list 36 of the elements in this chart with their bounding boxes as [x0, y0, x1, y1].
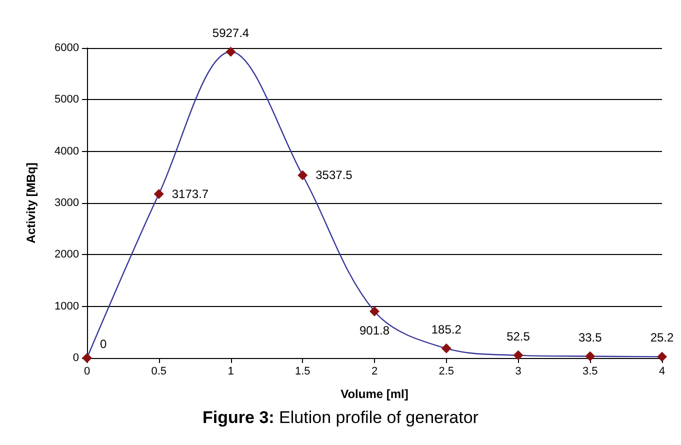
x-tick-label: 1	[228, 366, 234, 378]
data-label: 3537.5	[316, 168, 353, 182]
y-tick-label: 4000	[54, 145, 79, 158]
data-label: 5927.4	[212, 26, 250, 40]
point	[657, 352, 667, 362]
x-tick-label: 3	[515, 366, 522, 378]
y-tick-label: 2000	[54, 248, 79, 261]
data-label: 33.5	[578, 330, 602, 344]
data-label: 25.2	[650, 330, 674, 345]
point	[154, 189, 164, 200]
x-tick-label: 0.5	[151, 366, 167, 378]
point	[441, 343, 452, 354]
x-tick-label: 0	[84, 366, 90, 378]
y-tick-label: 1000	[54, 300, 79, 312]
x-axis-title: Volume [ml]	[340, 387, 408, 401]
x-tick-label: 2	[371, 366, 378, 378]
x-tick-label: 2.5	[438, 366, 454, 378]
point	[226, 46, 236, 57]
data-label: 901.8	[359, 323, 390, 338]
data-label: 52.5	[506, 329, 530, 344]
point	[513, 350, 524, 360]
point	[298, 170, 308, 180]
x-tick-label: 1.5	[294, 366, 310, 378]
data-label: 0	[100, 337, 107, 351]
data-label: 185.2	[431, 322, 462, 336]
y-axis-title: Activity [MBq]	[24, 162, 38, 244]
y-tick-label: 3000	[54, 197, 79, 209]
text: Figure 3: Elution profile of generator	[202, 408, 480, 428]
x-tick-label: 4	[658, 366, 666, 378]
x-tick-label: 3.5	[582, 366, 598, 378]
y-tick-label: 6000	[54, 42, 79, 54]
point	[370, 306, 380, 316]
y-tick-label: 0	[72, 352, 79, 364]
data-label: 3173.7	[172, 187, 209, 202]
point	[585, 351, 596, 362]
y-tick-label: 5000	[54, 94, 79, 106]
